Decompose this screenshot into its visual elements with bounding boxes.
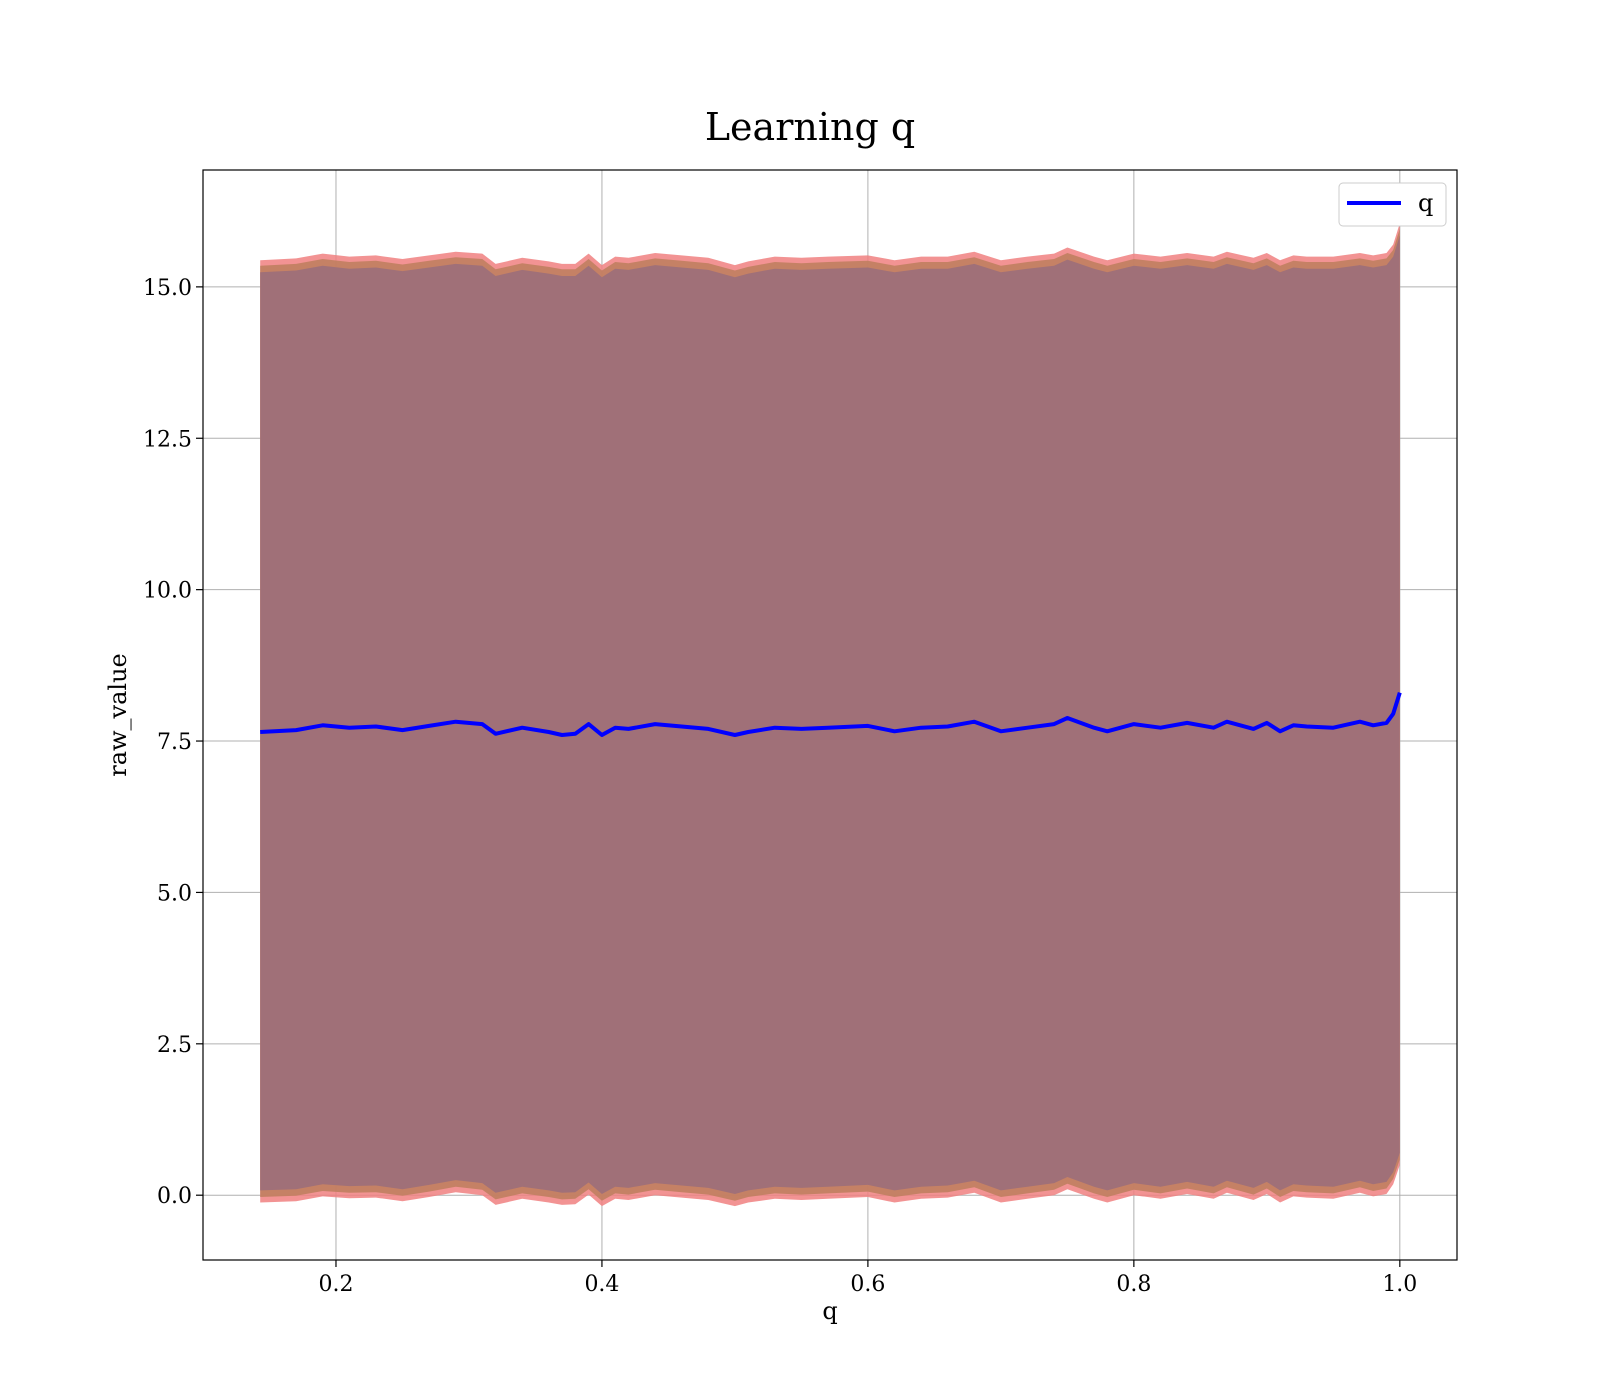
x-axis-label: q [822, 1297, 837, 1325]
band-fill [260, 235, 1400, 1194]
legend: q [1338, 182, 1447, 227]
chart-title: Learning q [705, 105, 915, 149]
series-line-q [260, 692, 1402, 737]
x-tick-label: 0.4 [584, 1272, 619, 1297]
x-tick-label: 0.6 [850, 1272, 885, 1297]
plot-frame [202, 169, 1458, 1261]
y-tick-label: 5.0 [157, 881, 192, 906]
y-tick-label: 12.5 [143, 427, 192, 452]
y-tick-label: 2.5 [157, 1033, 192, 1058]
series-lines [260, 692, 1402, 737]
x-tick-label: 0.8 [1116, 1272, 1151, 1297]
x-tick-label: 1.0 [1382, 1272, 1417, 1297]
x-axis: 0.2 0.4 0.6 0.8 1.0 [318, 1260, 1417, 1297]
y-tick-label: 10.0 [143, 579, 192, 604]
confidence-band [260, 223, 1400, 1207]
y-axis-label: raw_value [104, 653, 132, 777]
y-tick-label: 0.0 [157, 1184, 192, 1209]
y-axis: 0.0 2.5 5.0 7.5 10.0 12.5 15.0 [143, 276, 203, 1209]
y-tick-label: 7.5 [157, 730, 192, 755]
legend-label-q: q [1418, 189, 1433, 217]
y-tick-label: 15.0 [143, 276, 192, 301]
x-tick-label: 0.2 [318, 1272, 353, 1297]
